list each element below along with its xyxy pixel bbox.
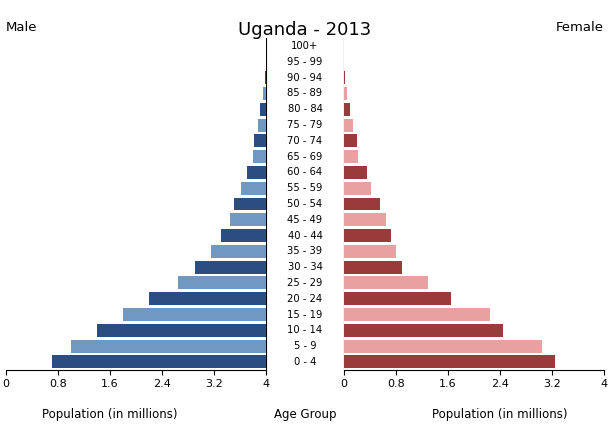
Bar [344, 87, 347, 100]
Text: 75 - 79: 75 - 79 [287, 120, 323, 130]
Bar [344, 324, 503, 337]
Text: 55 - 59: 55 - 59 [287, 183, 323, 193]
Bar [253, 150, 266, 163]
Bar [221, 229, 266, 242]
Text: 35 - 39: 35 - 39 [287, 246, 323, 256]
Bar [344, 119, 353, 132]
Bar [230, 213, 266, 226]
Bar [178, 276, 266, 289]
Bar [149, 292, 266, 305]
Bar [344, 355, 555, 368]
Bar [258, 119, 266, 132]
Text: 40 - 44: 40 - 44 [287, 231, 323, 241]
Bar [344, 150, 358, 163]
Text: 15 - 19: 15 - 19 [287, 309, 323, 320]
Text: 30 - 34: 30 - 34 [287, 262, 323, 272]
Bar [242, 182, 266, 195]
Text: Uganda - 2013: Uganda - 2013 [239, 21, 371, 39]
Text: 50 - 54: 50 - 54 [287, 199, 323, 209]
Bar [234, 198, 266, 210]
Text: 90 - 94: 90 - 94 [287, 73, 323, 83]
Bar [344, 134, 357, 147]
Bar [97, 324, 266, 337]
Bar [344, 308, 490, 321]
Text: 70 - 74: 70 - 74 [287, 136, 323, 146]
Bar [344, 198, 379, 210]
Bar [344, 292, 451, 305]
Bar [344, 276, 428, 289]
Bar [344, 213, 386, 226]
Text: 5 - 9: 5 - 9 [293, 341, 317, 351]
Text: 10 - 14: 10 - 14 [287, 325, 323, 335]
Text: Population (in millions): Population (in millions) [42, 408, 178, 421]
Bar [246, 166, 266, 179]
Bar [123, 308, 266, 321]
Bar [344, 261, 403, 274]
Bar [264, 87, 266, 100]
Bar [344, 245, 396, 258]
Bar [265, 71, 266, 84]
Text: Female: Female [556, 21, 604, 34]
Bar [211, 245, 266, 258]
Text: 45 - 49: 45 - 49 [287, 215, 323, 225]
Bar [260, 103, 266, 116]
Text: 60 - 64: 60 - 64 [287, 167, 323, 177]
Text: 65 - 69: 65 - 69 [287, 152, 323, 162]
Text: 85 - 89: 85 - 89 [287, 88, 323, 99]
Text: 80 - 84: 80 - 84 [287, 104, 323, 114]
Bar [71, 340, 266, 353]
Bar [254, 134, 266, 147]
Text: 25 - 29: 25 - 29 [287, 278, 323, 288]
Text: 95 - 99: 95 - 99 [287, 57, 323, 67]
Bar [344, 166, 367, 179]
Bar [52, 355, 266, 368]
Bar [344, 71, 345, 84]
Text: 100+: 100+ [292, 41, 318, 51]
Bar [344, 340, 542, 353]
Bar [344, 103, 351, 116]
Text: Population (in millions): Population (in millions) [432, 408, 568, 421]
Bar [344, 182, 371, 195]
Bar [195, 261, 266, 274]
Bar [344, 229, 391, 242]
Text: 20 - 24: 20 - 24 [287, 294, 323, 304]
Text: 0 - 4: 0 - 4 [294, 357, 316, 367]
Text: Age Group: Age Group [274, 408, 336, 421]
Text: Male: Male [6, 21, 38, 34]
